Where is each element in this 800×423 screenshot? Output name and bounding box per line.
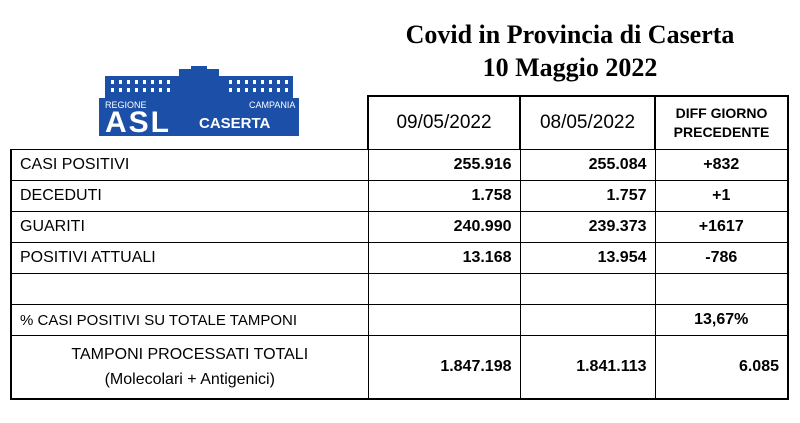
title-line-2: 10 Maggio 2022 (482, 53, 658, 82)
row-value-date1: 255.916 (367, 149, 521, 181)
row-value-date1: 1.758 (367, 180, 521, 212)
row-value-date2: 255.084 (519, 149, 656, 181)
row-diff: +1617 (654, 211, 789, 243)
empty-cell (367, 304, 521, 336)
tamponi-label-line-2: (Molecolari + Antigenici) (104, 371, 275, 388)
empty-cell (654, 273, 789, 305)
tamponi-label-line-1: TAMPONI PROCESSATI TOTALI (71, 346, 309, 363)
table-row: GUARITI 240.990 239.373 +1617 (10, 211, 789, 243)
asl-caserta-logo: REGIONE CAMPANIA ASL CASERTA (99, 66, 299, 139)
column-date-1: 09/05/2022 (367, 95, 521, 150)
title-line-1: Covid in Provincia di Caserta (405, 20, 735, 49)
tamponi-value-date2: 1.841.113 (519, 335, 656, 400)
logo-asl-text: ASL (105, 106, 171, 136)
table-row: POSITIVI ATTUALI 13.168 13.954 -786 (10, 242, 789, 274)
row-value-date2: 1.757 (519, 180, 656, 212)
header-blank (11, 96, 368, 150)
diff-header-line-2: PRECEDENTE (673, 124, 770, 140)
column-date-2: 08/05/2022 (519, 95, 656, 150)
row-diff: -786 (654, 242, 789, 274)
table-row: DECEDUTI 1.758 1.757 +1 (10, 180, 789, 212)
percent-label: % CASI POSITIVI SU TOTALE TAMPONI (10, 304, 369, 336)
percent-row: % CASI POSITIVI SU TOTALE TAMPONI 13,67% (10, 304, 789, 336)
empty-cell (10, 273, 369, 305)
logo-band (99, 98, 299, 136)
empty-row (10, 273, 789, 305)
percent-value: 13,67% (654, 304, 789, 336)
logo-graphic: REGIONE CAMPANIA ASL CASERTA (99, 66, 299, 139)
table-row: CASI POSITIVI 255.916 255.084 +832 (10, 149, 789, 181)
empty-cell (519, 273, 656, 305)
column-diff-header: DIFF GIORNO PRECEDENTE (654, 95, 789, 150)
diff-header-line-1: DIFF GIORNO (675, 105, 768, 121)
row-value-date1: 13.168 (367, 242, 521, 274)
row-label: CASI POSITIVI (10, 149, 369, 181)
page-title: Covid in Provincia di Caserta 10 Maggio … (370, 18, 770, 84)
empty-cell (367, 273, 521, 305)
logo-region-text: REGIONE (105, 100, 147, 110)
table-header-row: 09/05/2022 08/05/2022 DIFF GIORNO PRECED… (11, 95, 789, 150)
row-label: DECEDUTI (10, 180, 369, 212)
tamponi-value-date1: 1.847.198 (367, 335, 521, 400)
row-value-date2: 13.954 (519, 242, 656, 274)
tamponi-diff: 6.085 (654, 335, 789, 400)
tamponi-label: TAMPONI PROCESSATI TOTALI (Molecolari + … (10, 335, 369, 400)
empty-cell (519, 304, 656, 336)
row-value-date1: 240.990 (367, 211, 521, 243)
row-value-date2: 239.373 (519, 211, 656, 243)
tamponi-row: TAMPONI PROCESSATI TOTALI (Molecolari + … (10, 335, 789, 400)
row-label: POSITIVI ATTUALI (10, 242, 369, 274)
logo-campania-text: CAMPANIA (249, 100, 295, 110)
covid-data-table: 09/05/2022 08/05/2022 DIFF GIORNO PRECED… (10, 95, 789, 400)
row-diff: +1 (654, 180, 789, 212)
row-label: GUARITI (10, 211, 369, 243)
logo-city-text: CASERTA (199, 115, 271, 132)
row-diff: +832 (654, 149, 789, 181)
